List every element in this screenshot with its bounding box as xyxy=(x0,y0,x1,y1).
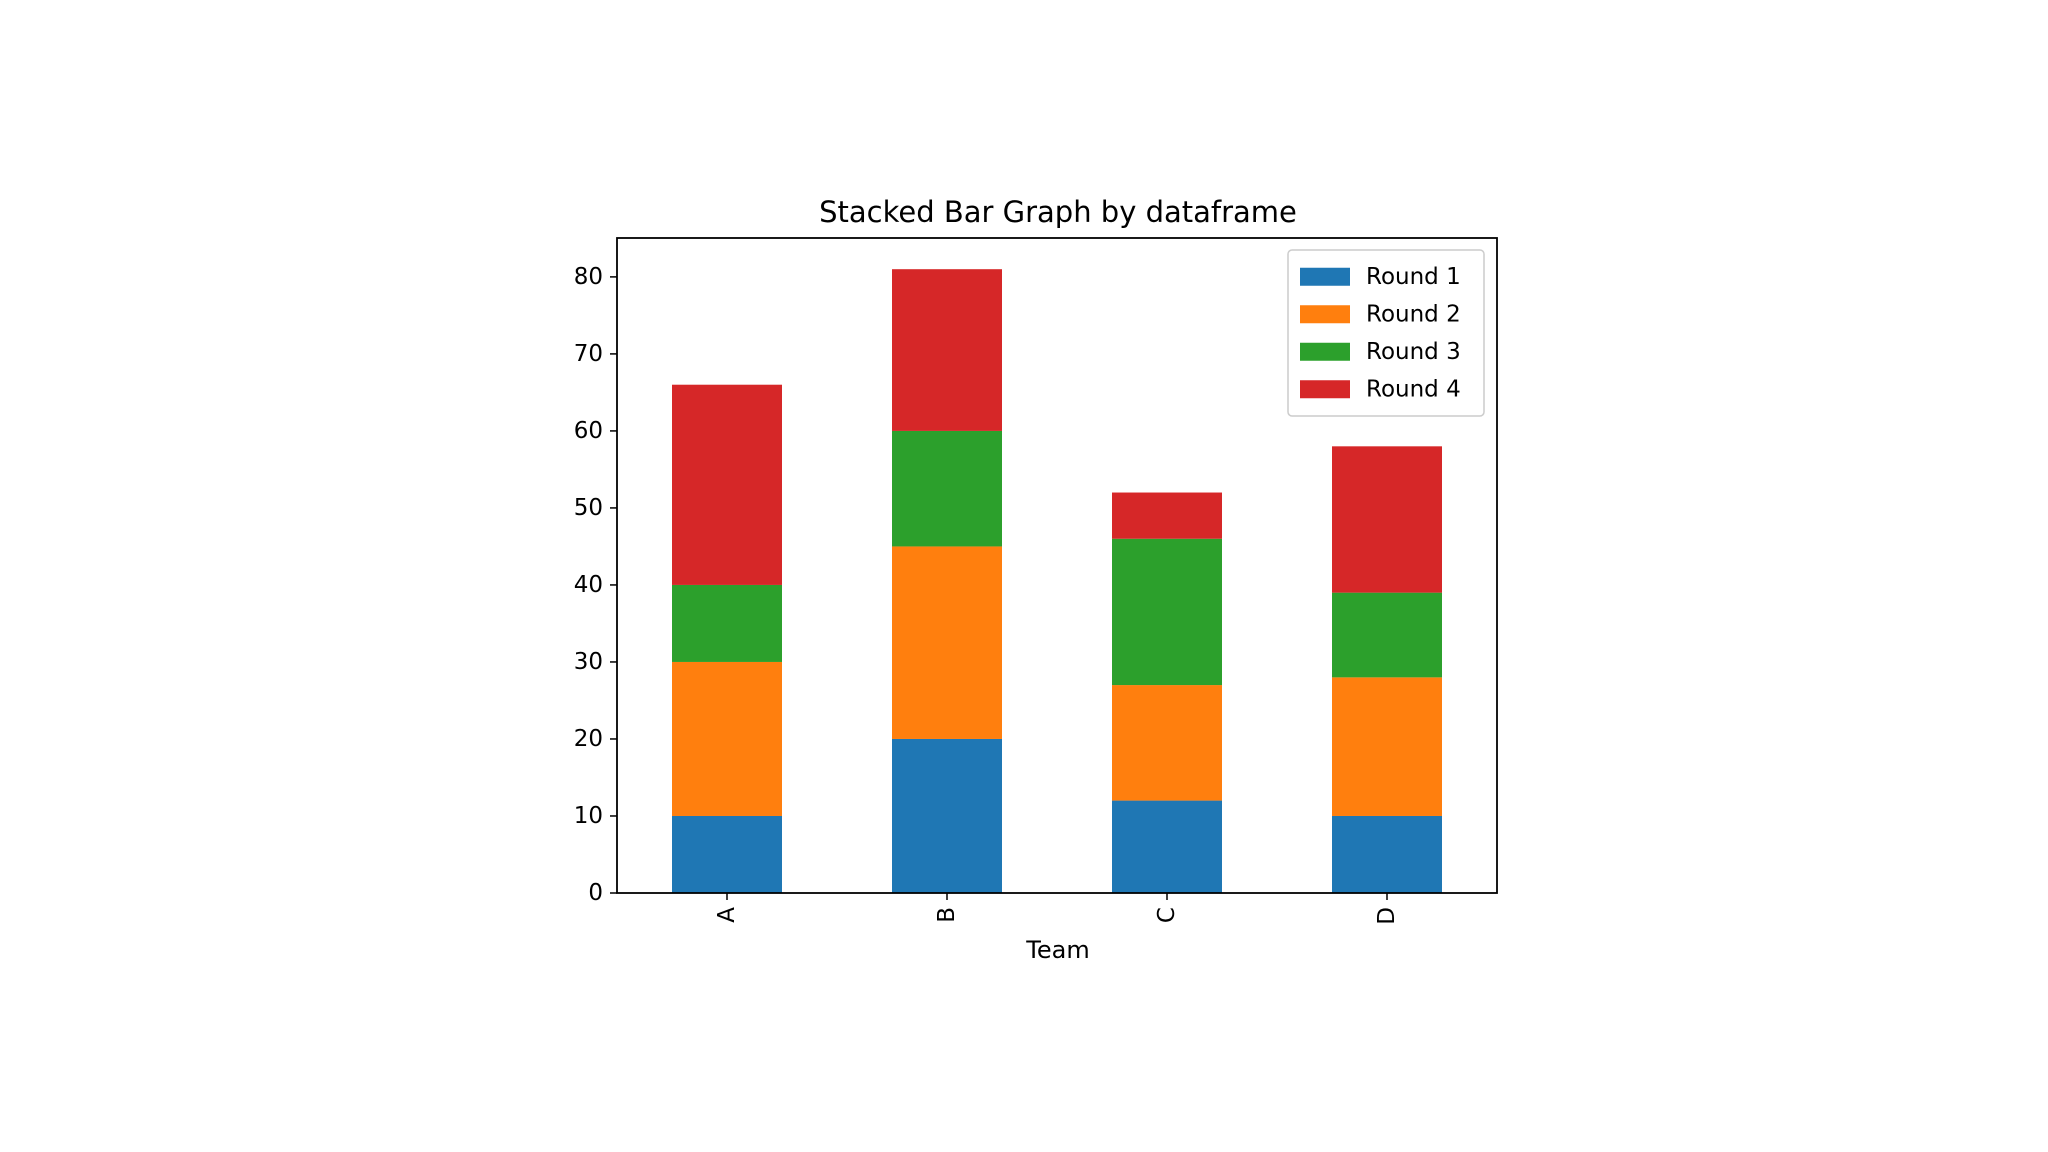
legend-swatch-series-3 xyxy=(1300,342,1350,361)
bar-segment-C-series-3 xyxy=(1112,538,1222,686)
x-tick-label-C: C xyxy=(1154,907,1180,923)
y-tick-label: 60 xyxy=(574,418,603,444)
y-tick-label: 20 xyxy=(574,726,603,752)
bar-segment-A-series-1 xyxy=(672,815,782,893)
bar-segment-A-series-2 xyxy=(672,661,782,816)
bar-segment-C-series-4 xyxy=(1112,492,1222,539)
bar-segment-B-series-4 xyxy=(892,269,1002,431)
legend: Round 1 Round 2 Round 3 Round 4 xyxy=(1287,249,1485,417)
bars-group xyxy=(672,269,1442,893)
x-axis: A B C D xyxy=(714,893,1400,925)
y-tick-label: 40 xyxy=(574,572,603,598)
legend-label-series-4: Round 4 xyxy=(1366,376,1461,402)
legend-swatch-series-2 xyxy=(1300,305,1350,324)
bar-segment-C-series-2 xyxy=(1112,685,1222,801)
y-tick-label: 50 xyxy=(574,495,603,521)
chart-title: Stacked Bar Graph by dataframe xyxy=(819,195,1297,229)
legend-swatch-series-1 xyxy=(1300,267,1350,286)
bar-segment-A-series-4 xyxy=(672,384,782,585)
bar-segment-B-series-2 xyxy=(892,546,1002,739)
y-tick-label: 0 xyxy=(588,880,603,906)
y-tick-label: 70 xyxy=(574,341,603,367)
legend-box xyxy=(1287,249,1485,417)
bar-segment-B-series-3 xyxy=(892,430,1002,547)
bar-segment-D-series-4 xyxy=(1332,446,1442,593)
legend-swatch-series-4 xyxy=(1300,380,1350,399)
x-tick-label-B: B xyxy=(934,907,960,923)
y-axis: 0 10 20 30 40 50 60 70 80 xyxy=(574,264,617,906)
bar-segment-C-series-1 xyxy=(1112,800,1222,893)
bar-segment-A-series-3 xyxy=(672,584,782,662)
legend-label-series-3: Round 3 xyxy=(1366,339,1461,365)
x-tick-label-D: D xyxy=(1374,907,1400,925)
legend-label-series-1: Round 1 xyxy=(1366,264,1461,290)
bar-segment-D-series-1 xyxy=(1332,815,1442,893)
bar-segment-D-series-2 xyxy=(1332,677,1442,816)
legend-label-series-2: Round 2 xyxy=(1366,301,1461,327)
y-tick-label: 10 xyxy=(574,803,603,829)
bar-segment-B-series-1 xyxy=(892,738,1002,893)
bar-segment-D-series-3 xyxy=(1332,592,1442,678)
axes-frame xyxy=(616,237,1498,894)
y-tick-label: 80 xyxy=(574,264,603,290)
y-tick-label: 30 xyxy=(574,649,603,675)
x-axis-label: Team xyxy=(1025,936,1089,964)
x-tick-label-A: A xyxy=(714,907,740,923)
